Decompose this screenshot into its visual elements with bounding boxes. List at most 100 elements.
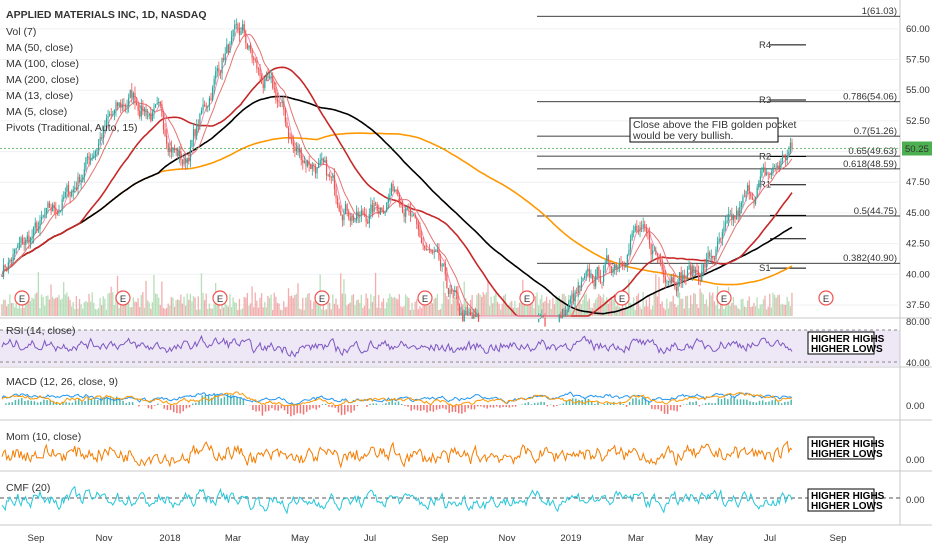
volume-bar	[781, 303, 784, 316]
candle-body	[101, 137, 103, 139]
candle-body	[9, 259, 11, 263]
macd-histogram-bar	[321, 404, 324, 405]
macd-histogram-bar	[65, 402, 67, 405]
macd-histogram-bar	[635, 397, 637, 405]
volume-bar	[151, 302, 154, 316]
volume-bar	[232, 297, 234, 316]
macd-histogram-bar	[657, 405, 659, 410]
candle-body	[566, 310, 568, 311]
note-cmf-higher-highs: HIGHER HIGHS	[811, 491, 885, 502]
candle-body	[745, 190, 747, 198]
volume-bar	[715, 305, 717, 316]
volume-bar	[378, 294, 380, 316]
volume-bar	[599, 295, 602, 316]
candle-body	[585, 271, 587, 277]
macd-histogram-bar	[530, 404, 533, 405]
note-mom-higher-lows: HIGHER LOWS	[811, 449, 883, 460]
candle-body	[140, 105, 142, 117]
macd-histogram-bar	[163, 405, 165, 409]
macd-histogram-bar	[666, 405, 669, 414]
candle-body	[42, 215, 44, 218]
candle-body	[462, 312, 464, 322]
volume-bar	[44, 305, 46, 316]
volume-bar	[262, 307, 264, 316]
candle-body	[734, 216, 736, 219]
candle-body	[598, 267, 600, 277]
volume-bar	[525, 301, 527, 316]
price-tick-label: 42.50	[906, 239, 930, 250]
candle-body	[449, 289, 451, 294]
macd-histogram-bar	[761, 400, 764, 405]
candle-body	[295, 147, 298, 152]
candle-body	[48, 202, 51, 208]
volume-bar	[454, 296, 456, 316]
macd-histogram-bar	[214, 394, 216, 405]
volume-bar	[99, 298, 101, 316]
candle-body	[387, 198, 389, 204]
macd-histogram-bar	[755, 402, 758, 405]
volume-bar	[148, 302, 150, 316]
candle-body	[354, 220, 356, 222]
volume-bar	[137, 298, 139, 316]
volume-bar	[511, 300, 513, 316]
candle-body	[229, 43, 231, 53]
volume-bar	[617, 292, 619, 316]
volume-bar	[647, 306, 649, 316]
volume-bar	[606, 297, 608, 316]
candle-body	[351, 216, 353, 222]
macd-histogram-bar	[746, 399, 748, 405]
candle-body	[620, 262, 622, 264]
macd-histogram-bar	[533, 403, 536, 405]
candle-body	[731, 214, 733, 221]
volume-bar	[656, 296, 659, 316]
volume-bar	[598, 293, 600, 316]
candle-body	[394, 189, 396, 192]
macd-histogram-bar	[549, 404, 552, 405]
volume-bar	[765, 309, 768, 316]
candle-body	[200, 110, 203, 114]
macd-histogram-bar	[714, 403, 716, 405]
candle-body	[52, 204, 54, 212]
volume-bar	[775, 297, 777, 316]
volume-bar	[240, 309, 242, 316]
annotation-line-1: Close above the FIB golden pocket	[633, 119, 797, 131]
candle-body	[636, 226, 638, 232]
candle-body	[287, 128, 290, 139]
candle-body	[272, 75, 274, 88]
candle-body	[609, 261, 611, 267]
volume-bar	[270, 294, 272, 316]
macd-histogram-bar	[334, 405, 336, 408]
note-rsi-higher-lows: HIGHER LOWS	[811, 344, 883, 355]
volume-bar	[351, 295, 353, 316]
candle-body	[235, 23, 237, 25]
volume-bar	[207, 309, 209, 316]
volume-bar	[707, 306, 709, 316]
macd-histogram-bar	[397, 401, 400, 405]
macd-histogram-bar	[20, 398, 23, 405]
candle-body	[145, 108, 147, 116]
macd-histogram-bar	[337, 405, 340, 413]
candle-body	[642, 224, 644, 227]
candle-body	[428, 249, 431, 251]
volume-bar	[169, 305, 171, 316]
candle-body	[455, 290, 457, 293]
candle-body	[576, 291, 578, 293]
volume-bar	[689, 295, 692, 316]
volume-bar	[101, 305, 103, 316]
volume-bar	[523, 302, 526, 316]
candle-body	[142, 105, 144, 112]
volume-bar	[746, 300, 749, 316]
candle-body	[26, 235, 28, 240]
volume-bar	[476, 294, 478, 316]
candle-body	[313, 164, 315, 167]
volume-bar	[123, 296, 125, 316]
candle-body	[147, 115, 149, 117]
volume-bar	[113, 305, 116, 316]
macd-histogram-bar	[68, 402, 70, 405]
volume-bar	[192, 296, 195, 316]
candle-body	[427, 249, 429, 250]
volume-bar	[139, 306, 141, 316]
candle-body	[121, 104, 123, 108]
volume-bar	[585, 293, 587, 316]
volume-bar	[75, 295, 78, 316]
